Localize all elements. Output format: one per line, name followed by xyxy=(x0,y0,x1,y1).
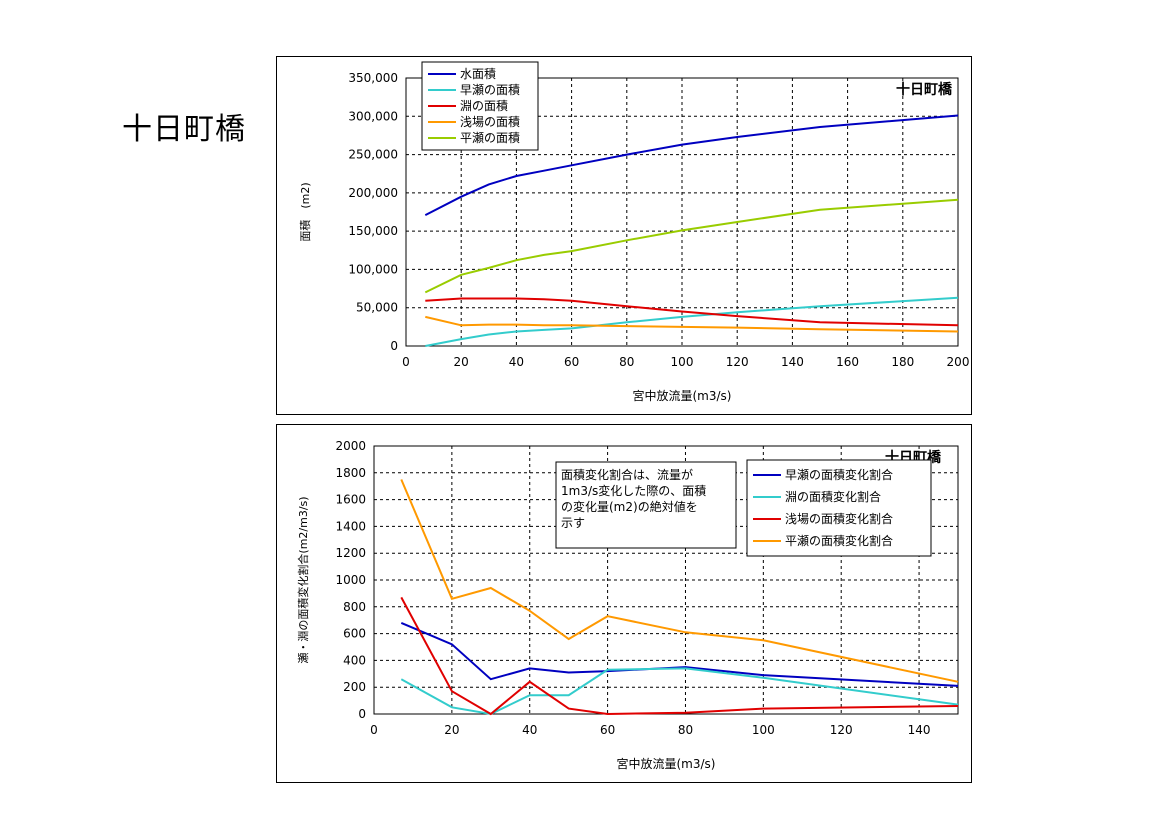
area-chart-panel: 0 20 40 60 80 100 120 140 160 180 200 0 50,000 100,00… xyxy=(276,56,972,415)
page-title: 十日町橋 xyxy=(122,112,246,147)
change-rate-chart: 0 20 40 60 80 100 120 1400200400600800100012001… xyxy=(296,439,959,771)
x-tick-label: 20 xyxy=(444,723,459,737)
annotation-text: 面積変化割合は、流量が xyxy=(561,467,693,482)
y-tick-label: 50,000 xyxy=(356,301,398,315)
x-tick-label: 100 xyxy=(752,723,775,737)
series-line-0 xyxy=(424,114,959,216)
y-tick-label: 1800 xyxy=(335,466,366,480)
series-line-2 xyxy=(400,596,959,716)
series-line-3 xyxy=(425,315,959,333)
y-tick-label: 100,000 xyxy=(348,262,398,276)
y-tick-label: 600 xyxy=(343,627,366,641)
y-tick-label: 1600 xyxy=(335,493,366,507)
series-line-1 xyxy=(425,296,959,347)
series-line-0 xyxy=(400,621,959,687)
legend-label: 早瀬の面積 xyxy=(460,82,520,97)
x-tick-label: 120 xyxy=(726,355,749,369)
y-tick-label: 1200 xyxy=(335,546,366,560)
y-tick-label: 250,000 xyxy=(348,148,398,162)
x-tick-label: 20 xyxy=(454,355,469,369)
x-axis-label: 宮中放流量(m3/s) xyxy=(633,388,732,403)
x-tick-label: 140 xyxy=(908,723,931,737)
x-tick-label: 40 xyxy=(509,355,524,369)
y-axis-label: 瀬・淵の面積変化割合(m2/m3/s) xyxy=(296,496,310,663)
annotation-text: 示す xyxy=(561,516,585,530)
annotation-box xyxy=(555,461,737,549)
legend-label: 平瀬の面積変化割合 xyxy=(785,533,893,548)
y-tick-label: 200 xyxy=(343,680,366,694)
y-tick-label: 1000 xyxy=(335,573,366,587)
y-tick-label: 400 xyxy=(343,653,366,667)
x-tick-label: 0 xyxy=(370,723,378,737)
series-line-3 xyxy=(400,479,959,683)
series-line-1 xyxy=(400,667,959,716)
legend-label: 浅場の面積 xyxy=(460,114,520,129)
x-tick-label: 120 xyxy=(830,723,853,737)
x-tick-label: 80 xyxy=(678,723,693,737)
x-tick-label: 160 xyxy=(836,355,859,369)
x-tick-label: 0 xyxy=(402,355,410,369)
x-tick-label: 60 xyxy=(600,723,615,737)
x-tick-label: 40 xyxy=(522,723,537,737)
annotation-text: の変化量(m2)の絶対値を xyxy=(561,499,698,514)
x-tick-label: 140 xyxy=(781,355,804,369)
y-tick-label: 300,000 xyxy=(348,109,398,123)
x-tick-label: 180 xyxy=(891,355,914,369)
y-tick-label: 200,000 xyxy=(348,186,398,200)
y-tick-label: 2000 xyxy=(335,439,366,453)
legend-label: 浅場の面積変化割合 xyxy=(785,511,893,526)
annotation-text: 1m3/s変化した際の、面積 xyxy=(561,483,706,498)
area-chart: 0 20 40 60 80 100 120 140 160 180 200 0 50,000 100,00… xyxy=(298,61,970,403)
y-tick-label: 0 xyxy=(390,339,398,353)
legend-label: 淵の面積変化割合 xyxy=(785,489,881,504)
series-line-2 xyxy=(425,297,959,327)
x-axis-label: 宮中放流量(m3/s) xyxy=(617,756,716,771)
legend-label: 平瀬の面積 xyxy=(460,130,520,145)
y-tick-label: 350,000 xyxy=(348,71,398,85)
x-tick-label: 100 xyxy=(671,355,694,369)
legend-label: 早瀬の面積変化割合 xyxy=(785,467,893,482)
legend-label: 淵の面積 xyxy=(460,98,508,113)
chart-title: 十日町橋 xyxy=(896,81,953,98)
y-tick-label: 1400 xyxy=(335,519,366,533)
y-tick-label: 150,000 xyxy=(348,224,398,238)
y-axis-label: 面積 (m2) xyxy=(298,182,312,241)
y-tick-label: 0 xyxy=(358,707,366,721)
x-tick-label: 60 xyxy=(564,355,579,369)
change-rate-chart-panel: 0 20 40 60 80 100 120 140 0 200 400 600 800 1000 1200 1… xyxy=(276,424,972,783)
y-tick-label: 800 xyxy=(343,600,366,614)
series-line-4 xyxy=(424,198,959,294)
legend-label: 水面積 xyxy=(460,66,496,81)
x-tick-label: 80 xyxy=(619,355,634,369)
x-tick-label: 200 xyxy=(947,355,970,369)
